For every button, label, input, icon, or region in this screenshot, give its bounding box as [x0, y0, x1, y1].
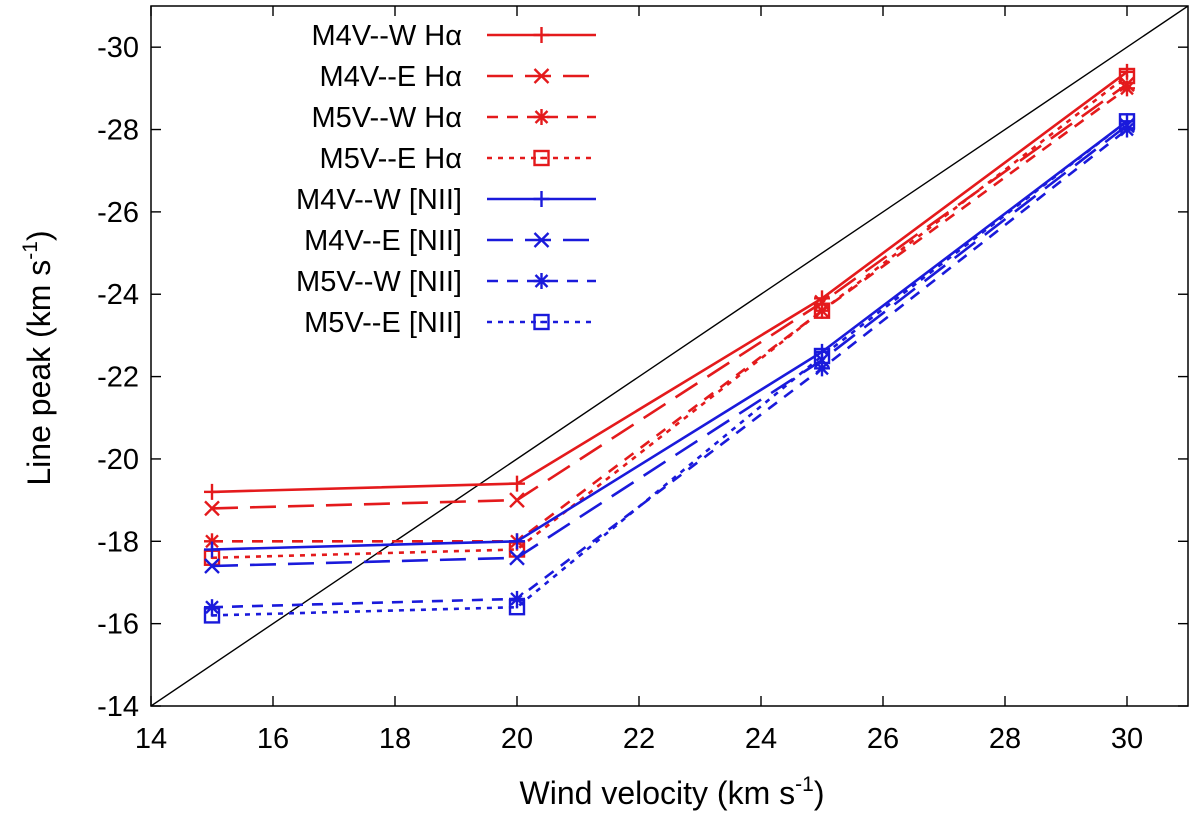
legend-entry: M5V--W Hα [312, 102, 596, 134]
series-line [211, 120, 1128, 617]
legend-label: M5V--E [NII] [304, 307, 462, 339]
series-line [211, 128, 1128, 609]
y-tick-label: -20 [97, 444, 139, 476]
legend-marker [533, 149, 550, 167]
x-tick-label: 14 [135, 723, 167, 755]
y-tick-label: -16 [97, 609, 139, 641]
legend: M4V--W Hα M4V--E Hα M5V--W Hα M5V--E Hα M4V-… [296, 20, 596, 339]
data-point [204, 483, 220, 500]
legend-label: M4V--W Hα [312, 20, 462, 52]
series-line [211, 120, 1128, 551]
data-point [204, 558, 220, 574]
reference-line [151, 6, 1188, 706]
reference-diagonal-layer [151, 6, 1188, 706]
y-tick-label: -30 [97, 32, 139, 64]
series-layer [203, 63, 1136, 624]
series-line [211, 74, 1128, 560]
x-tick-label: 20 [501, 723, 533, 755]
legend-marker [533, 313, 550, 331]
x-tick-label: 30 [1111, 723, 1143, 755]
x-tick-label: 26 [867, 723, 899, 755]
data-point [1119, 121, 1135, 138]
plot-frame [150, 5, 1189, 707]
x-axis-title: Wind velocity (km s-1) [520, 773, 825, 811]
legend-marker [533, 191, 550, 207]
data-point [509, 492, 525, 508]
data-point [509, 533, 525, 550]
legend-entry: M5V--E Hα [320, 143, 596, 175]
data-point [509, 475, 525, 492]
legend-entry: M4V--W Hα [312, 20, 596, 52]
data-point [204, 500, 220, 517]
series-8 [203, 113, 1136, 624]
data-point [204, 541, 220, 558]
data-point [203, 607, 221, 624]
legend-entry: M4V--E [NII] [304, 225, 596, 257]
legend-label: M4V--W [NII] [296, 184, 462, 216]
x-tick-label: 16 [257, 723, 289, 755]
legend-entry: M5V--E [NII] [304, 307, 596, 339]
legend-marker [533, 109, 550, 125]
data-point [813, 302, 831, 319]
x-tick-label: 18 [379, 723, 411, 755]
legend-label: M5V--W [NII] [296, 266, 462, 298]
y-tick-label: -18 [97, 526, 139, 558]
data-point [508, 598, 526, 616]
y-tick-label: -26 [97, 197, 139, 229]
data-point [1118, 67, 1136, 85]
data-point [813, 347, 831, 365]
data-point [509, 549, 525, 566]
legend-marker [533, 273, 550, 289]
legend-label: M5V--W Hα [312, 102, 462, 134]
y-tick-label: -24 [97, 279, 139, 311]
data-point [1119, 63, 1135, 80]
legend-marker [533, 27, 550, 43]
x-tick-label: 22 [623, 723, 655, 755]
x-tick-label: 28 [989, 723, 1021, 755]
tick-layer: 14 16 18 20 22 24 26 28 30 -14 -16 -18 -20 -22 -24 -26 -… [97, 6, 1188, 755]
data-point [204, 599, 220, 616]
legend-entry: M5V--W [NII] [296, 266, 596, 298]
y-tick-label: -28 [97, 115, 139, 147]
x-tick-label: 24 [745, 723, 777, 755]
y-axis-title: Line peak (km s-1) [19, 230, 57, 485]
series-line [211, 124, 1128, 568]
legend-label: M5V--E Hα [320, 143, 462, 175]
legend-marker [533, 68, 550, 84]
legend-label: M4V--E [NII] [304, 225, 462, 257]
legend-label: M4V--E Hα [320, 61, 462, 93]
y-tick-label: -22 [97, 362, 139, 394]
data-point [509, 590, 525, 607]
data-point [1118, 113, 1136, 130]
legend-entry: M4V--E Hα [320, 61, 596, 93]
legend-marker [533, 232, 550, 248]
legend-entry: M4V--W [NII] [296, 184, 596, 216]
y-tick-label: -14 [97, 691, 139, 723]
series-line [211, 70, 1128, 494]
